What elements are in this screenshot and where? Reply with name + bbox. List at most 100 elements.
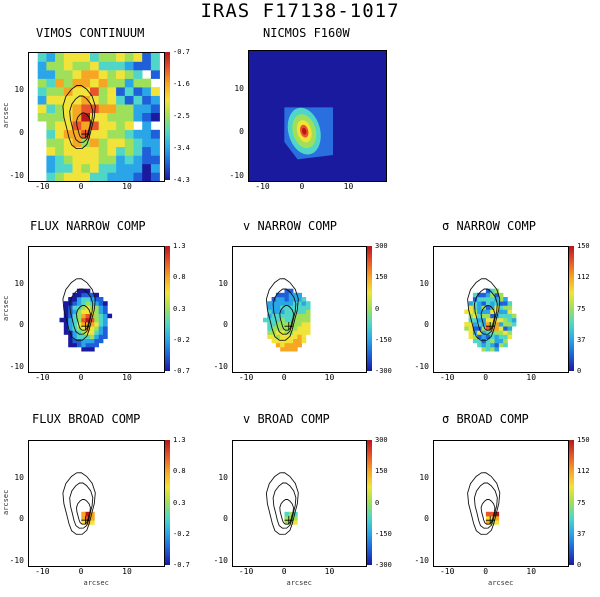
v_narrow-contour-2 bbox=[279, 305, 294, 331]
flux_narrow-spaxel bbox=[72, 301, 78, 306]
vimos-pixel bbox=[98, 70, 108, 79]
sigma_narrow-spaxel bbox=[503, 301, 508, 306]
flux_narrow-spaxel bbox=[81, 301, 86, 306]
vimos-pixel bbox=[37, 87, 47, 96]
flux_narrow-spaxel bbox=[81, 297, 86, 302]
panel-nicmos bbox=[248, 50, 387, 182]
vimos-pixel bbox=[90, 87, 99, 96]
flux_narrow-spaxel bbox=[76, 292, 82, 298]
sigma_narrow-spaxel bbox=[472, 317, 478, 323]
vimos-nucleus-marker bbox=[81, 129, 90, 139]
vimos-pixel bbox=[98, 121, 108, 131]
vimos-pixel bbox=[142, 163, 152, 173]
v_narrow-spaxel bbox=[271, 305, 277, 310]
vimos-pixel bbox=[150, 112, 160, 122]
v_narrow-spaxel bbox=[297, 342, 302, 348]
flux_narrow-spaxel bbox=[98, 338, 104, 344]
v_broad-colorbar-label: -150 bbox=[375, 529, 392, 538]
flux_broad-contour-0 bbox=[62, 472, 96, 535]
flux_narrow-spaxel bbox=[85, 305, 91, 310]
vimos-pixel bbox=[98, 104, 108, 113]
flux_narrow-spaxel bbox=[63, 326, 69, 331]
v_narrow-spaxel bbox=[275, 292, 281, 298]
vimos-pixel bbox=[98, 61, 108, 71]
vimos-pixel bbox=[107, 121, 117, 131]
sigma_narrow-spaxel bbox=[503, 326, 508, 331]
vimos-pixel bbox=[133, 70, 143, 79]
sigma_narrow-spaxel bbox=[507, 322, 513, 327]
flux_narrow-spaxel bbox=[98, 297, 104, 302]
flux_narrow-spaxel bbox=[72, 338, 78, 344]
vimos-pixel bbox=[90, 95, 99, 105]
sigma_narrow-spaxel bbox=[481, 347, 487, 352]
flux_narrow-spaxel bbox=[98, 334, 104, 339]
vimos-pixel bbox=[46, 53, 56, 62]
sigma_narrow-spaxel bbox=[490, 297, 495, 302]
v_narrow-spaxel bbox=[288, 338, 294, 344]
v_narrow-spaxel bbox=[275, 297, 281, 302]
flux_narrow-spaxel bbox=[98, 326, 104, 331]
sigma_broad-spaxel bbox=[494, 520, 500, 525]
vimos-pixel bbox=[133, 172, 143, 181]
v_narrow-spaxel bbox=[280, 313, 285, 319]
sigma_narrow-spaxel bbox=[498, 322, 504, 327]
v_narrow-spaxel bbox=[305, 322, 311, 327]
vimos-pixel bbox=[72, 146, 82, 156]
vimos-pixel bbox=[150, 155, 160, 165]
sigma_narrow-spaxel bbox=[485, 326, 491, 331]
sigma_narrow-spaxel bbox=[507, 301, 513, 306]
flux_broad-colorbar-label: 0.8 bbox=[173, 467, 186, 476]
sigma_broad-spaxel bbox=[485, 511, 491, 517]
v_narrow-spaxel bbox=[288, 313, 294, 319]
flux_broad-contour-2 bbox=[76, 499, 91, 525]
flux_narrow-spaxel bbox=[76, 288, 82, 294]
v_narrow-spaxel bbox=[293, 297, 298, 302]
vimos-pixel bbox=[107, 129, 117, 139]
sigma_narrow-spaxel bbox=[490, 334, 495, 339]
flux_narrow-x-tick: -10 bbox=[35, 373, 50, 382]
flux_narrow-spaxel bbox=[103, 326, 108, 331]
v_narrow-spaxel bbox=[288, 288, 294, 294]
vimos-pixel bbox=[90, 138, 99, 148]
vimos-pixel bbox=[116, 78, 126, 88]
v_narrow-spaxel bbox=[288, 301, 294, 306]
flux_narrow-contour-0 bbox=[62, 278, 96, 341]
panel-flux_narrow bbox=[28, 246, 165, 373]
v_narrow-y-tick: 10 bbox=[218, 278, 228, 288]
v_narrow-spaxel bbox=[267, 309, 272, 314]
panel-title-flux-narrow: FLUX NARROW COMP bbox=[30, 219, 146, 233]
v_narrow-spaxel bbox=[280, 347, 285, 352]
vimos-pixel bbox=[150, 138, 160, 148]
sigma_broad-nucleus-marker bbox=[485, 516, 495, 525]
vimos-pixel bbox=[37, 70, 47, 79]
sigma_narrow-spaxel bbox=[511, 317, 517, 323]
vimos-pixel bbox=[124, 146, 134, 156]
sigma_narrow-y-tick: -10 bbox=[414, 361, 429, 371]
vimos-pixel bbox=[63, 172, 73, 181]
flux_narrow-spaxel bbox=[68, 301, 73, 306]
vimos-pixel bbox=[98, 172, 108, 181]
v_narrow-nucleus-marker bbox=[284, 322, 294, 331]
v_narrow-contour-0 bbox=[265, 278, 299, 341]
flux_broad-spaxel bbox=[90, 516, 95, 521]
vimos-pixel bbox=[133, 78, 143, 88]
vimos-pixel bbox=[55, 53, 65, 62]
vimos-contour-0 bbox=[62, 85, 96, 150]
flux_narrow-spaxel bbox=[94, 301, 99, 306]
v_broad-colorbar-label: -300 bbox=[375, 561, 392, 569]
flux_narrow-spaxel bbox=[72, 322, 78, 327]
vimos-pixel bbox=[90, 163, 99, 173]
vimos-pixel bbox=[116, 61, 126, 71]
v_narrow-spaxel bbox=[284, 297, 290, 302]
vimos-pixel bbox=[72, 129, 82, 139]
sigma_narrow-spaxel bbox=[498, 309, 504, 314]
flux_narrow-spaxel bbox=[63, 309, 69, 314]
v_narrow-spaxel bbox=[275, 322, 281, 327]
vimos-contour-2 bbox=[76, 112, 91, 139]
vimos-pixel bbox=[63, 104, 73, 113]
v_narrow-spaxel bbox=[275, 313, 281, 319]
v_broad-x-tick: 0 bbox=[281, 567, 287, 576]
flux_narrow-spaxel bbox=[81, 292, 86, 298]
sigma_narrow-spaxel bbox=[490, 309, 495, 314]
sigma_narrow-spaxel bbox=[507, 317, 513, 323]
